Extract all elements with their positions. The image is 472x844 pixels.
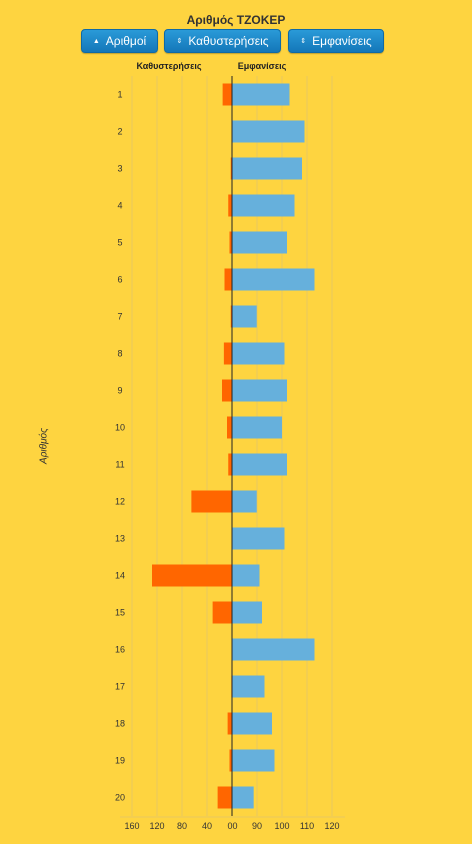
appearances-bar	[232, 749, 275, 772]
delays-bar	[227, 416, 232, 439]
delays-series-header: Καθυστερήσεις	[136, 61, 201, 71]
appearances-bar	[232, 601, 262, 624]
category-label: 11	[115, 460, 124, 470]
sort-by-delays-button[interactable]: ⇕ Καθυστερήσεις	[164, 29, 281, 53]
x-tick-label-left: 120	[149, 821, 164, 831]
category-label: 8	[117, 349, 122, 359]
category-label: 19	[115, 756, 125, 766]
appearances-bar	[232, 638, 315, 661]
appearances-bar	[232, 157, 302, 180]
appearances-bar	[232, 564, 260, 587]
x-tick-label-right: 120	[324, 821, 339, 831]
appearances-bar	[232, 527, 285, 550]
sort-by-numbers-label: Αριθμοί	[105, 34, 147, 48]
delays-bar	[228, 453, 232, 476]
delays-bar	[222, 83, 232, 106]
category-label: 5	[117, 238, 122, 248]
category-label: 6	[117, 275, 122, 285]
appearances-bar	[232, 83, 290, 106]
x-tick-label-right: 100	[274, 821, 289, 831]
appearances-bar	[232, 231, 287, 254]
category-label: 16	[115, 645, 125, 655]
appearances-bar	[232, 675, 265, 698]
appearances-bar	[232, 120, 305, 143]
sort-up-icon: ▲	[92, 37, 100, 45]
category-label: 2	[117, 127, 122, 137]
sort-by-numbers-button[interactable]: ▲ Αριθμοί	[81, 29, 158, 53]
sort-by-appearances-button[interactable]: ⇕ Εμφανίσεις	[288, 29, 384, 53]
category-label: 12	[115, 497, 125, 507]
category-label: 15	[115, 608, 125, 618]
delays-bar	[212, 601, 232, 624]
category-label: 14	[115, 571, 125, 581]
x-tick-label-right: 0	[232, 821, 237, 831]
category-label: 9	[117, 386, 122, 396]
category-label: 18	[115, 719, 125, 729]
sort-by-delays-label: Καθυστερήσεις	[188, 34, 269, 48]
delays-bar	[222, 379, 232, 402]
delays-bar	[229, 749, 232, 772]
category-label: 10	[115, 423, 125, 433]
delays-bar	[217, 786, 232, 809]
sort-updown-icon: ⇕	[176, 37, 183, 45]
delays-bar	[228, 194, 232, 217]
chart-title: Αριθμός ΤΖΟΚΕΡ	[186, 13, 286, 27]
appearances-bar	[232, 416, 282, 439]
appearances-bar	[232, 453, 287, 476]
sort-by-appearances-label: Εμφανίσεις	[312, 34, 372, 48]
appearances-bar	[232, 342, 285, 365]
appearances-bar	[232, 786, 254, 809]
appearances-bar	[232, 194, 295, 217]
sort-updown-icon: ⇕	[300, 37, 307, 45]
category-label: 13	[115, 534, 125, 544]
x-tick-label-left: 40	[202, 821, 212, 831]
appearances-bar	[232, 305, 257, 328]
appearances-bar	[232, 268, 315, 291]
category-label: 4	[117, 201, 122, 211]
delays-bar	[224, 268, 232, 291]
appearances-series-header: Εμφανίσεις	[238, 61, 287, 71]
category-label: 7	[117, 312, 122, 322]
appearances-bar	[232, 490, 257, 513]
x-tick-label-left: 0	[227, 821, 232, 831]
appearances-bar	[232, 379, 287, 402]
category-label: 1	[117, 90, 122, 100]
category-label: 20	[115, 793, 125, 803]
delays-bar	[227, 712, 232, 735]
delays-bar	[152, 564, 232, 587]
appearances-bar	[232, 712, 272, 735]
delays-bar	[230, 305, 232, 328]
delays-bar	[229, 231, 232, 254]
x-tick-label-left: 160	[124, 821, 139, 831]
category-label: 17	[115, 682, 125, 692]
delays-bar	[230, 157, 232, 180]
delays-bar	[223, 342, 232, 365]
delays-bar	[191, 490, 232, 513]
x-tick-label-left: 80	[177, 821, 187, 831]
category-label: 3	[117, 164, 122, 174]
x-tick-label-right: 110	[300, 821, 314, 831]
x-tick-label-right: 90	[252, 821, 262, 831]
